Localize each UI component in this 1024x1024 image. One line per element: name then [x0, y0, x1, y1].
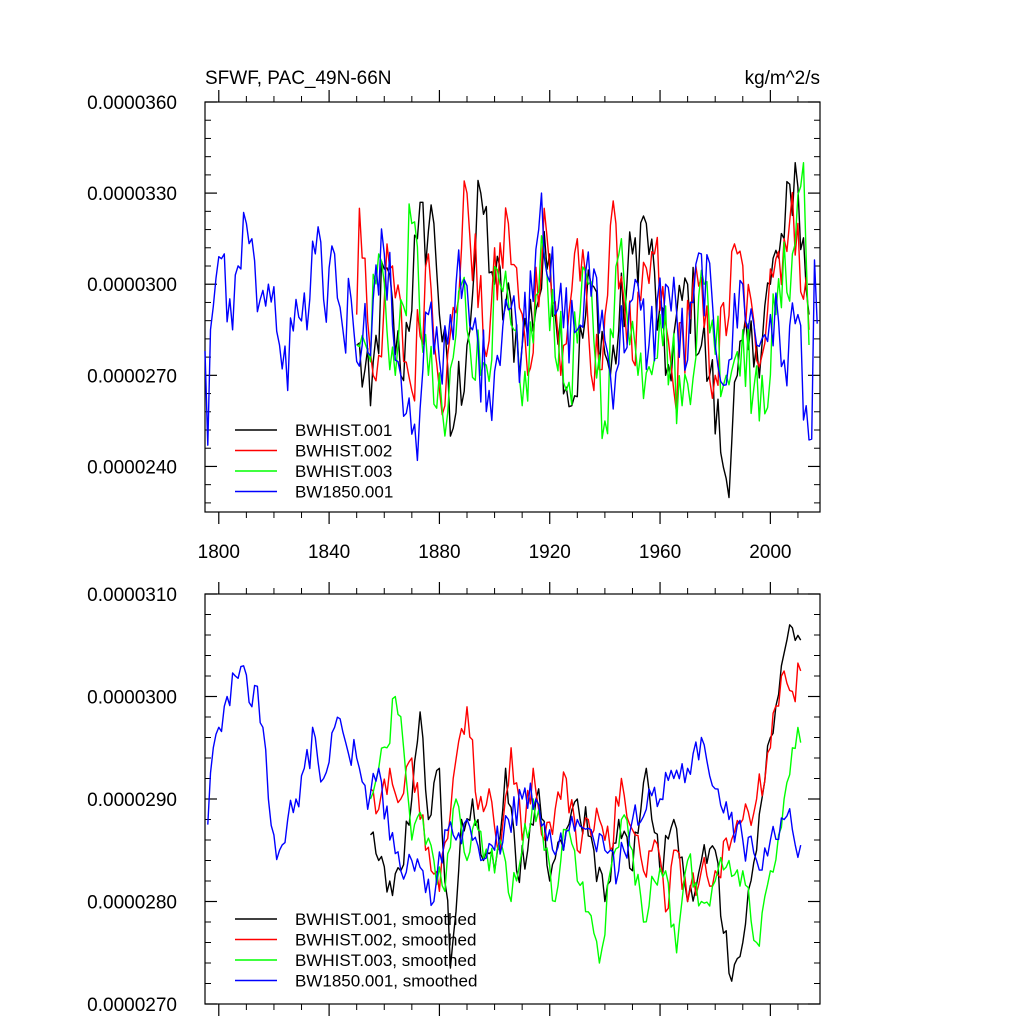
y-tick-label: 0.0000330 [87, 184, 177, 205]
chart-title: SFWF, PAC_49N-66N [205, 68, 392, 89]
y-axis-top: 0.0000240 0.0000270 0.0000300 0.0000330 0.00… [87, 93, 820, 504]
series-group-bottom [207, 624, 802, 982]
y-tick-label: 0.0000300 [87, 688, 177, 709]
legend-bottom: BWHIST.001, smoothed BWHIST.002, smoothed… [235, 910, 477, 991]
series-line [369, 624, 802, 982]
series-group-top [204, 161, 818, 499]
series-line [207, 665, 802, 907]
legend-label: BWHIST.002 [295, 442, 392, 461]
y-tick-label: 0.0000300 [87, 275, 177, 296]
panel-bottom: 0.0000270 0.0000280 0.0000290 0.0000300 0.00… [87, 582, 821, 1016]
y-tick-label: 0.0000270 [87, 366, 177, 387]
chart-units: kg/m^2/s [745, 68, 820, 89]
y-axis-bottom: 0.0000270 0.0000280 0.0000290 0.0000300 0.00… [87, 585, 820, 1016]
y-tick-label: 0.0000280 [87, 893, 177, 914]
series-line [356, 180, 810, 416]
x-tick-label: 1920 [529, 542, 571, 563]
x-axis-bottom [218, 582, 799, 1016]
x-tick-label: 1800 [198, 542, 240, 563]
y-tick-label: 0.0000290 [87, 790, 177, 811]
x-tick-label: 1840 [308, 542, 350, 563]
series-line [356, 161, 810, 440]
y-tick-label: 0.0000310 [87, 585, 177, 606]
legend-label: BW1850.001 [295, 483, 393, 502]
x-tick-label: 2000 [749, 542, 791, 563]
series-line [356, 161, 810, 499]
x-tick-label: 1960 [639, 542, 681, 563]
series-line [369, 695, 802, 964]
legend-label: BWHIST.001, smoothed [295, 910, 476, 929]
panel-top: SFWF, PAC_49N-66N kg/m^2/s 0.00002400.00… [87, 68, 821, 563]
y-tick-label: 0.0000360 [87, 93, 177, 114]
legend-label: BWHIST.003, smoothed [295, 951, 476, 970]
y-tick-label: 0.0000270 [87, 995, 177, 1016]
series-line [204, 192, 818, 462]
legend-label: BW1850.001, smoothed [295, 972, 477, 991]
plot-frame-top [204, 101, 821, 513]
legend-label: BWHIST.002, smoothed [295, 931, 476, 950]
legend-label: BWHIST.003 [295, 462, 392, 481]
x-tick-label: 1880 [418, 542, 460, 563]
x-axis-top: 1800 1840 1880 1920 1960 2000 [198, 90, 799, 563]
y-tick-label: 0.0000240 [87, 457, 177, 478]
legend-label: BWHIST.001 [295, 421, 392, 440]
